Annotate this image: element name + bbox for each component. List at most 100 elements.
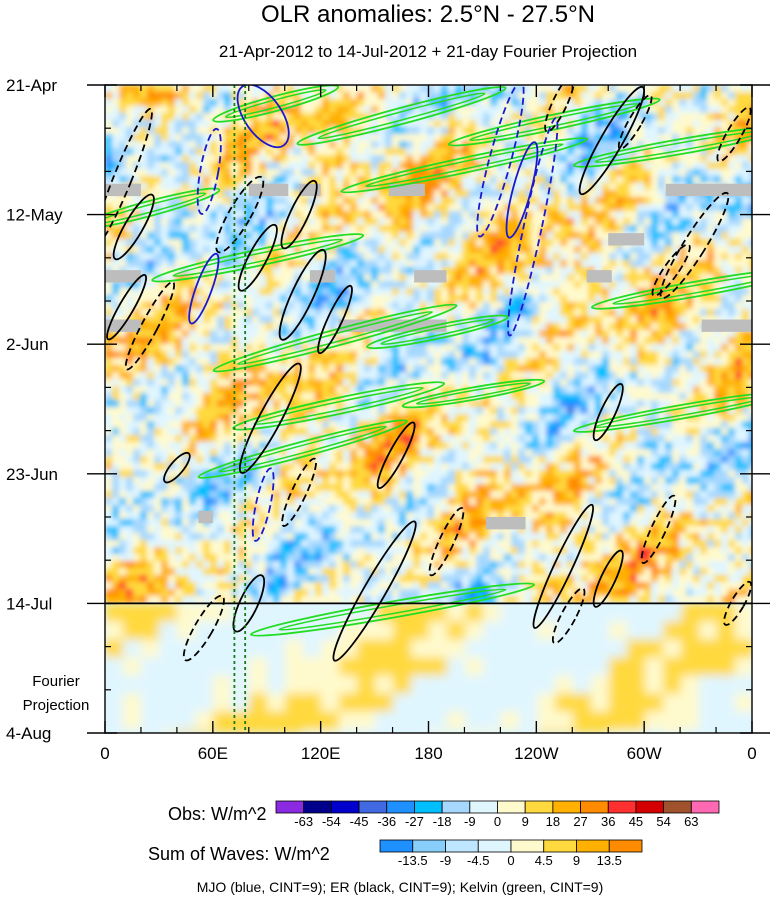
obs-cell — [686, 337, 694, 345]
obs-cell — [609, 141, 617, 149]
obs-cell — [154, 183, 162, 191]
obs-cell — [567, 246, 575, 254]
obs-cell — [126, 155, 134, 163]
obs-cell — [567, 428, 575, 436]
obs-cell — [518, 351, 526, 359]
obs-cell — [189, 323, 197, 331]
obs-cell — [532, 365, 540, 373]
obs-cell — [126, 456, 134, 464]
obs-cell — [140, 176, 148, 184]
obs-cell — [511, 456, 519, 464]
obs-cell — [343, 92, 351, 100]
obs-cell — [637, 253, 645, 261]
obs-cell — [168, 141, 176, 149]
obs-cell — [210, 120, 218, 128]
obs-cell — [399, 246, 407, 254]
obs-cell — [245, 302, 253, 310]
obs-cell — [189, 197, 197, 205]
obs-cell — [378, 407, 386, 415]
obs-cell — [525, 211, 533, 219]
obs-cell — [280, 211, 288, 219]
obs-cell — [581, 127, 589, 135]
obs-cell — [266, 400, 274, 408]
obs-cell — [301, 330, 309, 338]
obs-cell — [189, 316, 197, 324]
obs-cell — [665, 127, 673, 135]
obs-cell — [637, 344, 645, 352]
obs-cell — [147, 92, 155, 100]
obs-cell — [322, 421, 330, 429]
obs-cell — [735, 428, 743, 436]
obs-cell — [322, 183, 330, 191]
obs-cell — [378, 225, 386, 233]
obs-cell — [581, 358, 589, 366]
obs-cell — [203, 281, 211, 289]
obs-cell — [553, 442, 561, 450]
obs-cell — [525, 232, 533, 240]
obs-cell — [133, 309, 141, 317]
obs-cell — [301, 358, 309, 366]
obs-cell — [273, 274, 281, 282]
obs-cell — [525, 204, 533, 212]
obs-cell — [392, 330, 400, 338]
obs-cell — [315, 127, 323, 135]
obs-cell — [210, 148, 218, 156]
obs-cell — [315, 218, 323, 226]
obs-cell — [497, 358, 505, 366]
obs-cell — [399, 407, 407, 415]
obs-cell — [406, 155, 414, 163]
obs-cell — [560, 309, 568, 317]
obs-cell — [329, 456, 337, 464]
obs-cell — [357, 442, 365, 450]
obs-cell — [112, 204, 120, 212]
obs-cell — [490, 260, 498, 268]
obs-cell — [196, 295, 204, 303]
obs-cell — [217, 330, 225, 338]
obs-cell — [560, 386, 568, 394]
obs-cell — [511, 225, 519, 233]
obs-cell — [147, 344, 155, 352]
obs-cell — [749, 386, 752, 394]
obs-cell — [581, 155, 589, 163]
obs-cell — [595, 302, 603, 310]
obs-cell — [637, 323, 645, 331]
obs-cell — [294, 218, 302, 226]
obs-cell — [490, 120, 498, 128]
obs-cell — [490, 225, 498, 233]
obs-cell — [154, 190, 162, 198]
obs-cell — [203, 253, 211, 261]
obs-cell — [364, 92, 372, 100]
obs-cell — [196, 456, 204, 464]
obs-cell — [224, 176, 232, 184]
obs-cell — [462, 239, 470, 247]
obs-cell — [364, 246, 372, 254]
obs-cell — [560, 246, 568, 254]
obs-cell — [518, 246, 526, 254]
obs-cell — [119, 239, 127, 247]
obs-cell — [406, 162, 414, 170]
obs-cell — [147, 351, 155, 359]
obs-cell — [112, 218, 120, 226]
obs-cell — [133, 351, 141, 359]
obs-cell — [259, 414, 267, 422]
obs-cell — [203, 113, 211, 121]
obs-cell — [721, 274, 729, 282]
obs-cell — [224, 288, 232, 296]
obs-cell — [469, 449, 477, 457]
obs-cell — [350, 309, 358, 317]
obs-cell — [301, 295, 309, 303]
obs-cell — [413, 414, 421, 422]
obs-cell — [364, 218, 372, 226]
obs-cell — [560, 365, 568, 373]
obs-cell — [119, 365, 127, 373]
obs-cell — [546, 176, 554, 184]
obs-cell — [427, 351, 435, 359]
obs-cell — [476, 442, 484, 450]
obs-cell — [581, 113, 589, 121]
obs-cell — [441, 295, 449, 303]
obs-cell — [427, 155, 435, 163]
obs-cell — [728, 99, 736, 107]
obs-cell — [336, 120, 344, 128]
obs-cell — [588, 253, 596, 261]
obs-cell — [749, 288, 752, 296]
